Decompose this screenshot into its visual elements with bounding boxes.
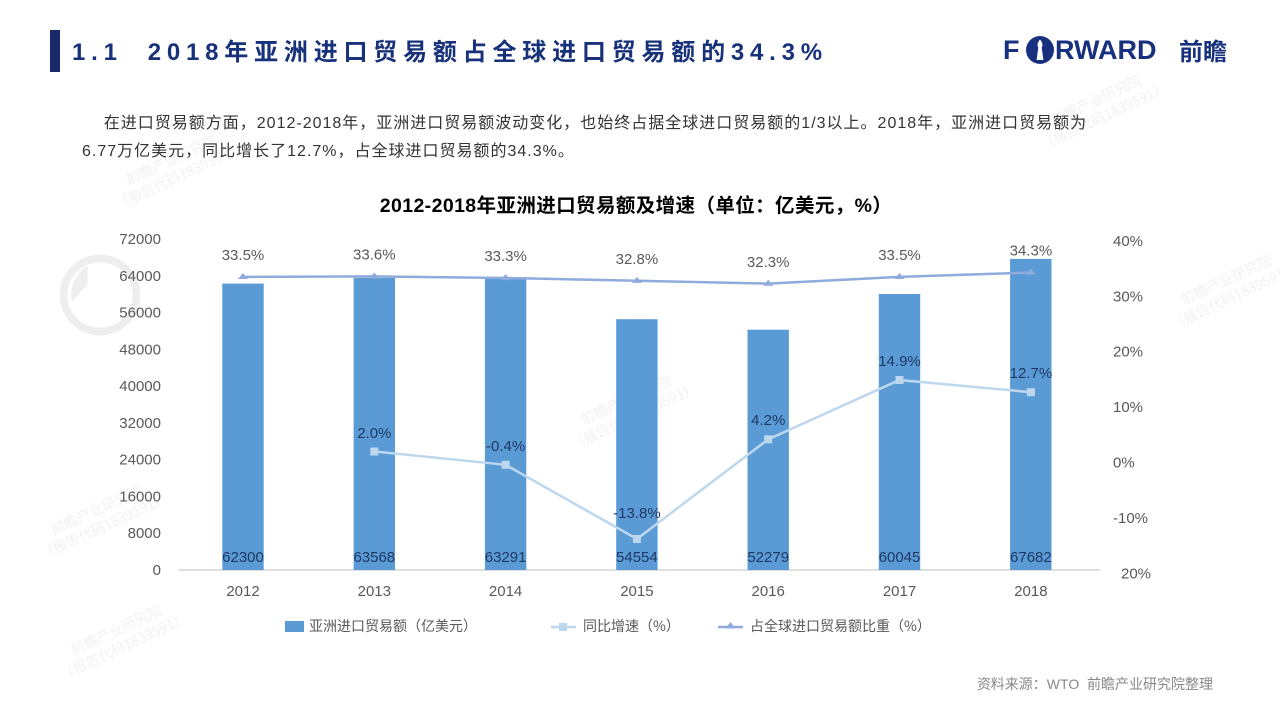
svg-text:2017: 2017 [883,583,916,600]
svg-text:-0.4%: -0.4% [486,438,525,455]
svg-text:2.0%: 2.0% [357,425,391,442]
svg-text:63291: 63291 [485,549,527,566]
svg-text:63568: 63568 [353,549,395,566]
svg-text:20%: 20% [1121,565,1151,582]
svg-text:32.8%: 32.8% [616,251,659,268]
svg-text:60045: 60045 [879,549,921,566]
svg-text:2014: 2014 [489,583,522,600]
svg-text:24000: 24000 [119,452,161,469]
svg-text:0: 0 [153,562,161,579]
svg-text:同比增速（%）: 同比增速（%） [583,616,680,636]
svg-text:67682: 67682 [1010,549,1052,566]
svg-text:33.5%: 33.5% [222,247,265,264]
svg-text:亚洲进口贸易额（亿美元）: 亚洲进口贸易额（亿美元） [309,616,477,636]
svg-text:12.7%: 12.7% [1010,365,1053,382]
svg-text:2018: 2018 [1014,583,1047,600]
svg-text:33.6%: 33.6% [353,247,396,264]
svg-text:32.3%: 32.3% [747,254,790,271]
svg-text:54554: 54554 [616,549,658,566]
svg-text:33.5%: 33.5% [878,247,921,264]
svg-text:-13.8%: -13.8% [613,505,661,522]
svg-text:占全球进口贸易额比重（%）: 占全球进口贸易额比重（%） [750,616,931,636]
svg-text:33.3%: 33.3% [484,248,527,265]
svg-text:14.9%: 14.9% [878,353,921,370]
svg-text:2013: 2013 [358,583,391,600]
svg-text:32000: 32000 [119,415,161,432]
svg-text:72000: 72000 [119,231,161,248]
svg-text:40%: 40% [1113,233,1143,250]
svg-text:4.2%: 4.2% [751,412,785,429]
svg-text:56000: 56000 [119,305,161,322]
svg-text:52279: 52279 [747,549,789,566]
svg-text:30%: 30% [1113,288,1143,305]
svg-text:40000: 40000 [119,378,161,395]
svg-text:48000: 48000 [119,341,161,358]
svg-text:2016: 2016 [752,583,785,600]
svg-text:34.3%: 34.3% [1010,243,1053,260]
svg-text:-10%: -10% [1113,510,1148,527]
svg-text:0%: 0% [1113,455,1135,472]
svg-text:2015: 2015 [620,583,653,600]
svg-text:20%: 20% [1113,344,1143,361]
svg-text:8000: 8000 [128,525,161,542]
svg-text:10%: 10% [1113,399,1143,416]
svg-text:64000: 64000 [119,268,161,285]
svg-text:2012: 2012 [226,583,259,600]
svg-text:62300: 62300 [222,549,264,566]
svg-text:16000: 16000 [119,488,161,505]
